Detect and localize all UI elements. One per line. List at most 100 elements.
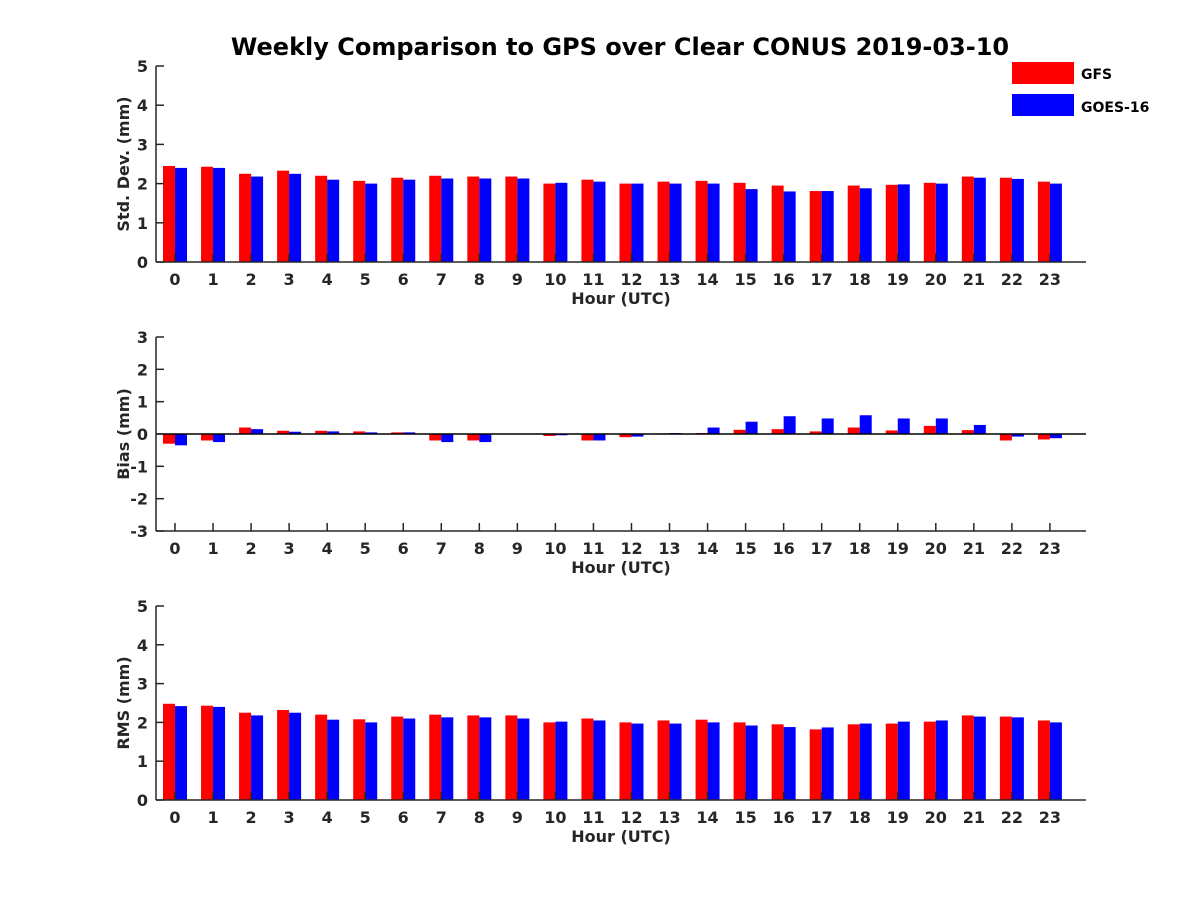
bar-goes16-hour-6 — [403, 718, 416, 800]
bar-goes16-hour-7 — [441, 717, 454, 800]
bar-gfs-hour-15 — [733, 429, 746, 434]
bar-goes16-hour-2 — [251, 715, 264, 800]
bar-gfs-hour-8 — [467, 176, 480, 262]
x-tick-label: 2 — [246, 270, 257, 289]
y-tick-label: 2 — [137, 360, 148, 379]
y-tick-label: -3 — [130, 522, 148, 541]
bar-goes16-hour-21 — [973, 424, 986, 434]
x-axis-label: Hour (UTC) — [571, 827, 671, 846]
x-axis-label: Hour (UTC) — [571, 558, 671, 577]
x-tick-label: 7 — [436, 270, 447, 289]
bar-gfs-hour-14 — [695, 719, 708, 800]
x-tick-label: 1 — [207, 539, 218, 558]
bar-goes16-hour-9 — [517, 718, 530, 800]
bar-goes16-hour-0 — [175, 706, 187, 800]
bar-gfs-hour-20 — [923, 721, 936, 800]
x-tick-label: 13 — [658, 270, 680, 289]
bar-gfs-hour-16 — [771, 185, 784, 262]
bar-gfs-hour-18 — [847, 724, 860, 800]
bar-gfs-hour-12 — [619, 434, 632, 438]
bar-gfs-hour-20 — [923, 425, 936, 434]
x-tick-label: 2 — [246, 808, 257, 827]
x-tick-label: 15 — [734, 270, 756, 289]
bar-goes16-hour-21 — [973, 716, 986, 800]
bar-gfs-hour-5 — [353, 431, 366, 434]
x-tick-label: 0 — [169, 270, 180, 289]
y-tick-label: 5 — [137, 57, 148, 76]
bar-goes16-hour-3 — [289, 712, 302, 800]
x-tick-label: 18 — [849, 270, 871, 289]
bar-goes16-hour-22 — [1011, 178, 1024, 262]
bar-goes16-hour-14 — [707, 722, 720, 800]
x-tick-label: 3 — [284, 270, 295, 289]
bar-gfs-hour-18 — [847, 427, 860, 434]
bar-gfs-hour-0 — [163, 434, 175, 444]
bar-gfs-hour-23 — [1037, 181, 1050, 262]
bar-gfs-hour-2 — [239, 173, 252, 262]
x-tick-label: 17 — [811, 808, 833, 827]
bar-gfs-hour-7 — [429, 434, 442, 441]
bar-goes16-hour-5 — [365, 183, 378, 262]
bar-goes16-hour-16 — [783, 727, 796, 800]
x-tick-label: 21 — [963, 270, 985, 289]
bar-goes16-hour-0 — [175, 434, 187, 446]
chart-title: Weekly Comparison to GPS over Clear CONU… — [231, 33, 1009, 61]
x-tick-label: 1 — [207, 270, 218, 289]
bar-goes16-hour-3 — [289, 173, 302, 262]
bar-gfs-hour-9 — [505, 715, 518, 800]
x-tick-label: 21 — [963, 808, 985, 827]
bar-goes16-hour-17 — [821, 191, 834, 262]
bar-gfs-hour-15 — [733, 722, 746, 800]
bar-goes16-hour-11 — [593, 181, 606, 262]
y-tick-label: -1 — [130, 457, 148, 476]
bar-goes16-hour-6 — [403, 432, 416, 434]
x-tick-label: 7 — [436, 539, 447, 558]
bar-goes16-hour-4 — [327, 179, 340, 262]
bar-gfs-hour-10 — [543, 722, 556, 800]
x-tick-label: 19 — [887, 808, 909, 827]
x-tick-label: 5 — [360, 270, 371, 289]
x-tick-label: 9 — [512, 270, 523, 289]
bar-gfs-hour-22 — [999, 716, 1012, 800]
y-tick-label: 4 — [137, 96, 148, 115]
bar-gfs-hour-5 — [353, 719, 366, 800]
bar-gfs-hour-3 — [277, 709, 290, 800]
x-tick-label: 9 — [512, 539, 523, 558]
bar-gfs-hour-13 — [657, 181, 670, 262]
bar-goes16-hour-12 — [631, 183, 644, 262]
bar-gfs-hour-0 — [163, 165, 175, 262]
bar-gfs-hour-23 — [1037, 434, 1050, 440]
y-tick-label: 1 — [137, 214, 148, 233]
x-tick-label: 23 — [1039, 808, 1061, 827]
x-tick-label: 5 — [360, 539, 371, 558]
y-tick-label: 3 — [137, 135, 148, 154]
y-tick-label: 2 — [137, 713, 148, 732]
bar-goes16-hour-4 — [327, 431, 340, 434]
x-tick-label: 12 — [620, 539, 642, 558]
x-tick-label: 0 — [169, 539, 180, 558]
bar-gfs-hour-3 — [277, 430, 290, 434]
bar-gfs-hour-14 — [695, 180, 708, 262]
x-tick-label: 9 — [512, 808, 523, 827]
y-tick-label: 3 — [137, 328, 148, 347]
bar-gfs-hour-6 — [391, 716, 404, 800]
bar-gfs-hour-18 — [847, 185, 860, 262]
x-tick-label: 22 — [1001, 270, 1023, 289]
y-tick-label: 0 — [137, 253, 148, 272]
bar-gfs-hour-17 — [809, 191, 822, 262]
bar-goes16-hour-9 — [517, 178, 530, 262]
bar-gfs-hour-20 — [923, 182, 936, 262]
bar-gfs-hour-19 — [885, 723, 898, 800]
bar-gfs-hour-8 — [467, 715, 480, 800]
x-tick-label: 7 — [436, 808, 447, 827]
y-axis-label: Std. Dev. (mm) — [114, 96, 133, 231]
bar-goes16-hour-13 — [669, 183, 682, 262]
bar-gfs-hour-7 — [429, 175, 442, 262]
bar-gfs-hour-11 — [581, 718, 594, 800]
y-axis-label: RMS (mm) — [114, 656, 133, 749]
bar-goes16-hour-12 — [631, 434, 644, 437]
x-tick-label: 11 — [582, 808, 604, 827]
bar-goes16-hour-14 — [707, 183, 720, 262]
